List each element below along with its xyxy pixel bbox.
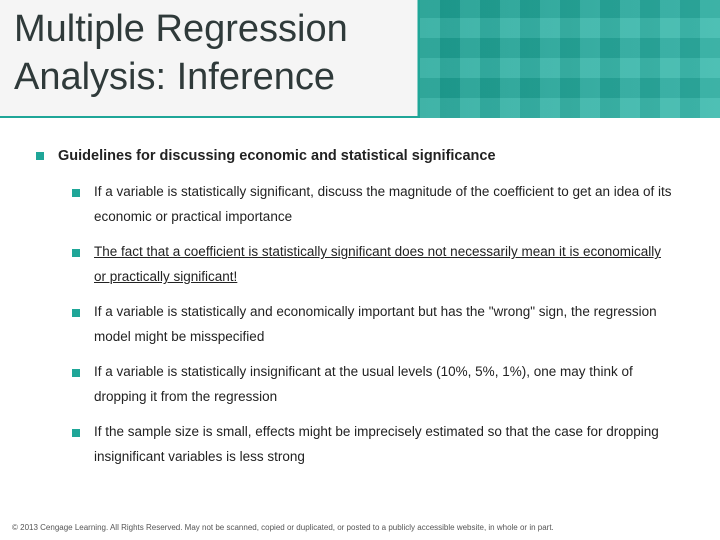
bullet-text: If a variable is statistically significa… (94, 184, 672, 224)
bullet-text: If a variable is statistically and econo… (94, 304, 657, 344)
bullet-text: If a variable is statistically insignifi… (94, 364, 633, 404)
title-line-2: Analysis: Inference (14, 56, 335, 98)
slide-content: Guidelines for discussing economic and s… (0, 118, 720, 490)
slide-title: Multiple Regression Analysis: Inference (14, 6, 348, 101)
bullet-item: If a variable is statistically significa… (94, 180, 676, 230)
bullet-text: The fact that a coefficient is statistic… (94, 244, 661, 284)
slide-header: Multiple Regression Analysis: Inference (0, 0, 720, 118)
bullet-item: The fact that a coefficient is statistic… (94, 240, 676, 290)
bullet-item: If a variable is statistically insignifi… (94, 360, 676, 410)
header-pattern (420, 0, 720, 118)
section-heading: Guidelines for discussing economic and s… (58, 146, 676, 166)
title-line-1: Multiple Regression (14, 8, 348, 50)
bullet-item: If the sample size is small, effects mig… (94, 420, 676, 470)
bullet-list: If a variable is statistically significa… (58, 180, 676, 470)
bullet-item: If a variable is statistically and econo… (94, 300, 676, 350)
copyright-footer: © 2013 Cengage Learning. All Rights Rese… (12, 523, 708, 532)
bullet-text: If the sample size is small, effects mig… (94, 424, 659, 464)
